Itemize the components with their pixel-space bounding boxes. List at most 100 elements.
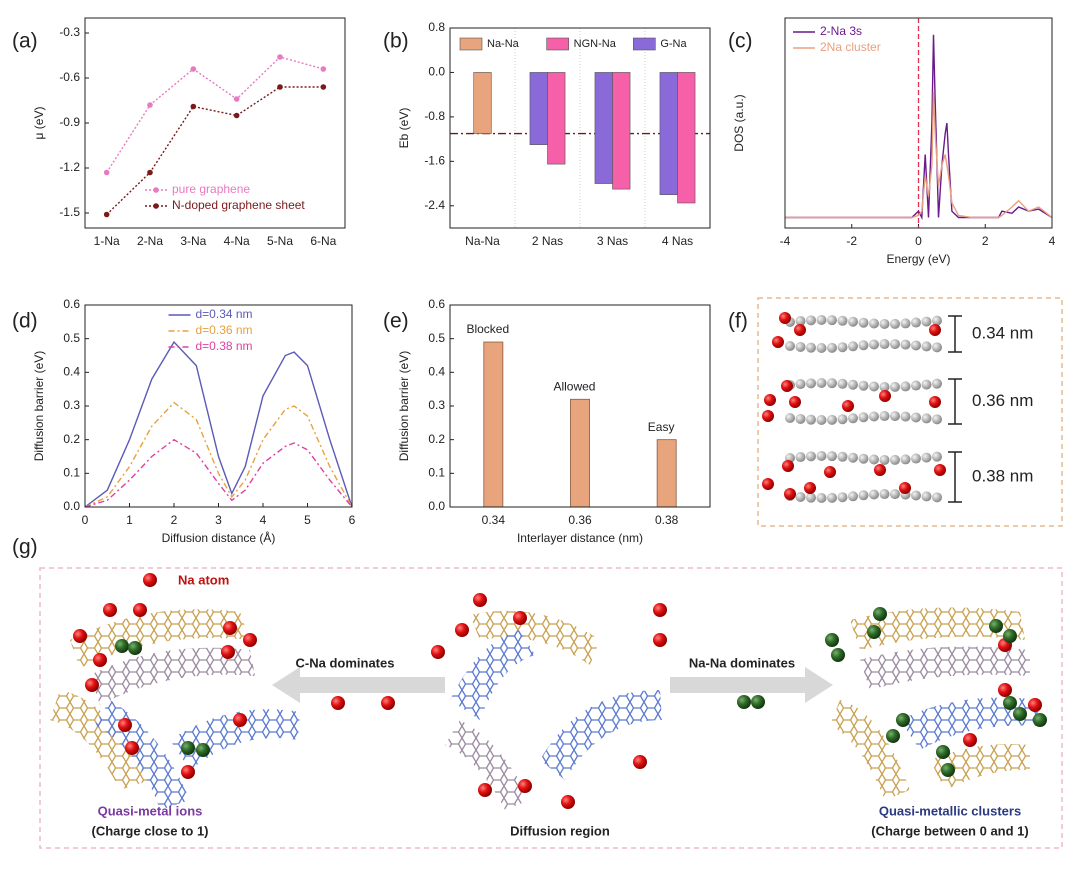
carbon — [837, 315, 848, 326]
plot-frame — [784, 17, 1053, 229]
carbon — [890, 489, 900, 500]
y-tick-label: 0.4 — [428, 365, 445, 379]
carbon — [890, 381, 900, 392]
y-tick-label: 0.6 — [428, 297, 445, 311]
arrow-label: Na-Na dominates — [689, 655, 795, 670]
marker — [190, 66, 197, 72]
carbon — [858, 340, 869, 351]
y-tick-label: -1.2 — [59, 160, 80, 174]
na-atom — [1028, 698, 1042, 712]
carbon — [869, 454, 879, 465]
x-tick-label: 4 Nas — [662, 234, 693, 248]
x-tick-label: 1-Na — [94, 234, 120, 248]
carbon — [816, 451, 827, 462]
marker — [277, 54, 283, 60]
na-cluster — [1033, 713, 1047, 727]
carbon — [879, 454, 890, 465]
carbon — [911, 453, 921, 464]
carbon — [827, 342, 837, 353]
carbon — [921, 379, 932, 390]
carbon — [806, 492, 816, 503]
carbon — [911, 412, 921, 423]
x-tick-label: 2 — [982, 234, 989, 248]
na-atom — [934, 464, 946, 476]
caption: Quasi-metal ions — [98, 803, 203, 818]
na-atom — [804, 482, 816, 494]
y-tick-label: 0.2 — [428, 432, 445, 446]
na-atom — [779, 312, 791, 324]
carbon — [858, 412, 869, 423]
spacing-label: 0.34 nm — [972, 323, 1033, 342]
spacing-label: 0.38 nm — [972, 466, 1033, 485]
legend-label: pure graphene — [172, 182, 250, 196]
y-tick-label: 0.5 — [63, 331, 80, 345]
na-atom — [929, 396, 941, 408]
marker — [190, 103, 197, 110]
carbon — [816, 378, 827, 389]
graphene-sheets — [50, 607, 1040, 810]
caption: (Charge between 0 and 1) — [871, 823, 1028, 838]
y-axis-label: DOS (a.u.) — [732, 94, 746, 151]
na-atom — [772, 336, 784, 348]
carbon — [911, 380, 921, 391]
panel-label: (e) — [383, 310, 409, 333]
legend-label: d=0.34 nm — [196, 307, 253, 321]
carbon — [900, 411, 911, 422]
y-axis-label: Diffusion barrier (eV) — [32, 351, 46, 461]
legend-label: G-Na — [660, 38, 687, 50]
marker — [320, 66, 327, 72]
na-atom — [431, 645, 445, 659]
carbon — [869, 339, 879, 350]
marker — [233, 96, 240, 102]
na-cluster — [1003, 629, 1017, 643]
na-atom — [998, 683, 1012, 697]
na-atom — [561, 795, 575, 809]
na-cluster — [896, 713, 910, 727]
na-atom — [221, 645, 235, 659]
x-tick-label: Na-Na — [465, 234, 500, 248]
y-tick-label: -0.3 — [59, 25, 80, 39]
plot-frame — [449, 304, 711, 508]
y-tick-label: 0.2 — [63, 432, 80, 446]
y-tick-label: 0.4 — [63, 365, 80, 379]
na-atom — [125, 741, 139, 755]
y-tick-label: -0.8 — [424, 109, 445, 123]
carbon — [858, 317, 869, 328]
marker — [147, 169, 153, 176]
carbon — [900, 339, 911, 350]
carbon — [858, 453, 869, 464]
legend-label: NGN-Na — [574, 38, 617, 50]
arrow-left — [272, 667, 445, 703]
x-tick-label: 1 — [126, 513, 133, 527]
carbon — [879, 489, 890, 500]
y-tick-label: 0.3 — [63, 398, 80, 412]
sheet — [90, 647, 255, 705]
legend-swatch — [546, 37, 569, 51]
panel-label: (c) — [728, 30, 753, 53]
panel-label: (b) — [383, 30, 409, 53]
carbon — [837, 492, 848, 503]
x-tick-label: -2 — [846, 234, 857, 248]
na-cluster — [1013, 707, 1027, 721]
na-atom — [899, 482, 911, 494]
arrow-right — [670, 667, 833, 703]
carbon — [858, 490, 869, 501]
carbon — [932, 342, 942, 353]
panel-g-frame — [39, 567, 1063, 849]
x-tick-label: 3-Na — [180, 234, 206, 248]
plot-frame — [84, 17, 346, 229]
x-tick-label: 2 — [171, 513, 178, 527]
carbon — [879, 381, 890, 392]
y-tick-label: 0.1 — [63, 466, 80, 480]
bar — [473, 72, 492, 134]
legend-swatch — [459, 37, 483, 51]
na-atom — [85, 678, 99, 692]
y-tick-label: 0.6 — [63, 297, 80, 311]
na-atom — [929, 324, 941, 336]
na-atom — [518, 779, 532, 793]
series-line — [785, 34, 1053, 221]
carbon — [827, 315, 837, 326]
carbon — [827, 492, 837, 503]
na-cluster — [1003, 696, 1017, 710]
carbon — [921, 316, 932, 327]
